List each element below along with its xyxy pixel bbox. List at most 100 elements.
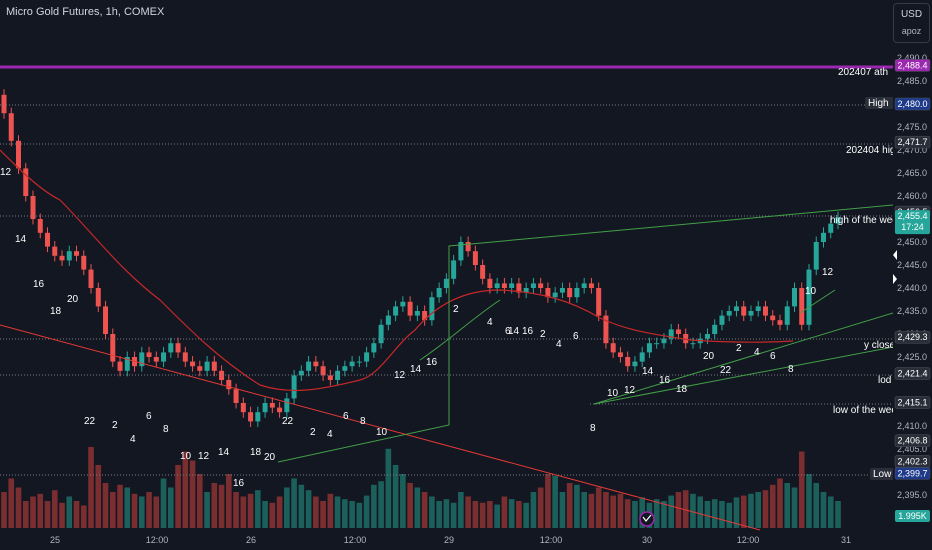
level-label: lod bbox=[878, 375, 891, 386]
volume-bar bbox=[545, 474, 551, 528]
candle-body bbox=[37, 219, 43, 233]
volume-bar bbox=[704, 501, 711, 528]
wave-count-label: 10 bbox=[180, 451, 192, 462]
volume-bar bbox=[624, 499, 631, 528]
candle-body bbox=[407, 301, 413, 316]
green-trend-lower-2[interactable] bbox=[593, 346, 894, 405]
wave-count-label: 20 bbox=[67, 294, 79, 305]
volume-bar bbox=[182, 451, 189, 528]
level-label: y close bbox=[864, 340, 896, 351]
volume-bar bbox=[755, 492, 762, 528]
wave-count-label: 22 bbox=[84, 416, 96, 427]
wave-count-label: 16 bbox=[522, 326, 534, 337]
volume-bars bbox=[1, 447, 841, 528]
volume-bar bbox=[494, 504, 500, 528]
volume-bar bbox=[175, 465, 181, 528]
candle-body bbox=[465, 242, 471, 252]
candle-body bbox=[509, 283, 515, 288]
candle-body bbox=[393, 306, 399, 316]
candle-body bbox=[806, 269, 812, 325]
volume-bar bbox=[777, 478, 783, 528]
candle-body bbox=[233, 389, 239, 403]
candle-body bbox=[552, 292, 558, 298]
candlesticks bbox=[1, 89, 841, 427]
volume-bar bbox=[349, 501, 355, 528]
candle-body bbox=[364, 352, 370, 362]
level-labels: 202407 ath High 202404 high high of the wee… bbox=[830, 67, 904, 480]
volume-bar bbox=[291, 478, 297, 528]
volume-bar bbox=[102, 483, 109, 528]
level-label: low of the week bbox=[833, 405, 903, 416]
candle-body bbox=[472, 251, 478, 265]
candle-body bbox=[632, 361, 638, 367]
volume-bar bbox=[610, 495, 616, 528]
level-label: High bbox=[868, 98, 889, 109]
wave-count-label: 10 bbox=[607, 388, 619, 399]
candle-body bbox=[610, 343, 616, 353]
price-tick-label: 2,435.0 bbox=[897, 306, 927, 316]
level-label-bg bbox=[870, 468, 896, 480]
wave-count-label: 20 bbox=[264, 452, 276, 463]
volume-bar bbox=[806, 474, 812, 528]
level-0-tag-bg bbox=[894, 59, 931, 72]
candle-body bbox=[567, 288, 573, 298]
wave-count-label: 6 bbox=[573, 331, 579, 342]
volume-bar bbox=[392, 465, 399, 528]
level-label: 202404 high bbox=[846, 145, 901, 156]
volume-bar bbox=[682, 490, 689, 528]
candle-body bbox=[378, 324, 384, 344]
current-price-tag-bg bbox=[895, 210, 930, 235]
arrow-left-icon[interactable] bbox=[893, 250, 897, 260]
volume-bar bbox=[443, 499, 450, 528]
candle-body bbox=[211, 361, 217, 371]
volume-bar bbox=[197, 474, 203, 528]
currency-selector[interactable]: USD apoz bbox=[893, 3, 930, 43]
candle-body bbox=[95, 288, 101, 307]
candle-body bbox=[436, 288, 442, 298]
volume-bar bbox=[73, 501, 80, 528]
wave-count-label: 12 bbox=[624, 385, 636, 396]
volume-bar bbox=[262, 501, 268, 528]
volume-bar bbox=[124, 487, 131, 528]
volume-bar bbox=[276, 496, 283, 528]
green-channel-upper[interactable] bbox=[277, 204, 894, 463]
price-tick-label: 2,425.0 bbox=[897, 352, 927, 362]
volume-bar bbox=[226, 474, 232, 528]
extra-1-tag: 2,402.3 bbox=[897, 456, 927, 466]
volume-bar bbox=[450, 502, 457, 528]
volume-bar bbox=[726, 502, 733, 528]
candle-body bbox=[755, 306, 761, 311]
candle-body bbox=[704, 334, 710, 339]
wave-count-label: 14 bbox=[508, 326, 520, 337]
candle-body bbox=[240, 403, 246, 413]
candle-body bbox=[617, 352, 623, 357]
candle-body bbox=[262, 403, 268, 413]
candle-body bbox=[603, 315, 609, 344]
volume-bar bbox=[59, 502, 65, 528]
green-short-line bbox=[799, 289, 836, 314]
volume-bar bbox=[530, 492, 537, 528]
candle-body bbox=[690, 343, 696, 345]
candle-body bbox=[487, 278, 493, 288]
arrow-right-icon[interactable] bbox=[893, 274, 897, 284]
volume-bar bbox=[436, 501, 442, 528]
candle-body bbox=[559, 288, 565, 293]
candle-body bbox=[581, 283, 587, 288]
scale-mode-label: apoz bbox=[901, 26, 922, 36]
level-5-tag-bg bbox=[894, 367, 931, 380]
price-tick-label: 2,440.0 bbox=[897, 283, 927, 293]
green-trend-lower-1[interactable] bbox=[593, 312, 894, 405]
volume-bar bbox=[66, 496, 73, 528]
event-marker-icon[interactable] bbox=[639, 511, 655, 527]
time-axis[interactable]: 25 12:00 26 12:00 29 12:00 30 12:00 31 bbox=[0, 532, 893, 550]
volume-bar bbox=[813, 483, 820, 528]
price-tags: 2,488.42,480.02,471.72,456.52,429.32,421… bbox=[894, 59, 931, 522]
candle-body bbox=[182, 352, 188, 362]
volume-bar bbox=[44, 501, 51, 528]
candle-body bbox=[791, 288, 797, 307]
scroll-arrows[interactable] bbox=[893, 250, 897, 284]
downtrend-line[interactable] bbox=[0, 324, 761, 531]
moving-average-line bbox=[0, 149, 794, 392]
candle-body bbox=[820, 232, 826, 242]
